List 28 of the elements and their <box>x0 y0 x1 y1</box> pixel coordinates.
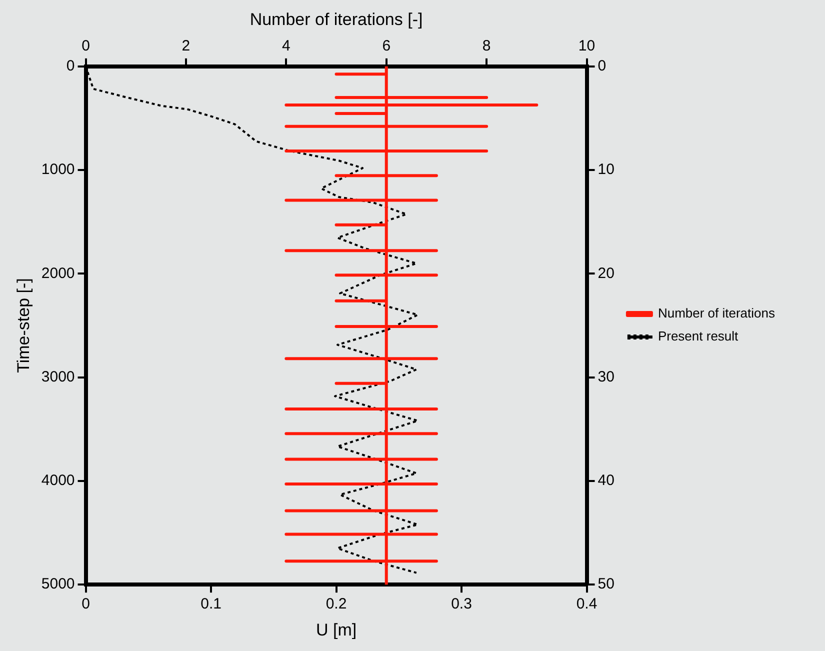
x-tick-label: 0 <box>82 596 90 613</box>
x2-tick-label: 2 <box>182 38 190 55</box>
y-tick-label: 5000 <box>41 576 75 593</box>
y2-tick-label: 20 <box>598 264 614 282</box>
legend-label: Present result <box>658 328 739 344</box>
y2-tick-label: 10 <box>598 161 614 178</box>
y-tick-label: 1000 <box>41 161 75 178</box>
x-tick-label: 0.2 <box>326 596 347 613</box>
x-tick-label: 0.4 <box>576 596 598 613</box>
y2-tick-label: 40 <box>598 472 614 490</box>
x2-tick-label: 0 <box>82 38 90 55</box>
legend-label: Number of iterations <box>658 306 776 321</box>
y2-tick-label: 0 <box>598 58 606 75</box>
y-tick-label: 0 <box>66 58 75 75</box>
x2-tick-label: 10 <box>578 38 596 55</box>
x-tick-label: 0.1 <box>200 596 222 613</box>
y2-tick-label: 30 <box>598 368 614 386</box>
x2-axis-title: Number of iterations [-] <box>250 10 423 29</box>
y-tick-label: 3000 <box>41 368 75 386</box>
y-axis-title: Time-step [-] <box>14 278 33 373</box>
x-tick-label: 0.3 <box>451 596 472 613</box>
x-axis-title: U [m] <box>316 620 357 640</box>
y-tick-label: 2000 <box>41 264 75 282</box>
y2-tick-label: 50 <box>598 576 614 593</box>
x2-tick-label: 8 <box>482 38 491 55</box>
y-tick-label: 4000 <box>41 472 75 490</box>
x2-tick-label: 4 <box>282 38 290 55</box>
x2-tick-label: 6 <box>382 38 391 55</box>
